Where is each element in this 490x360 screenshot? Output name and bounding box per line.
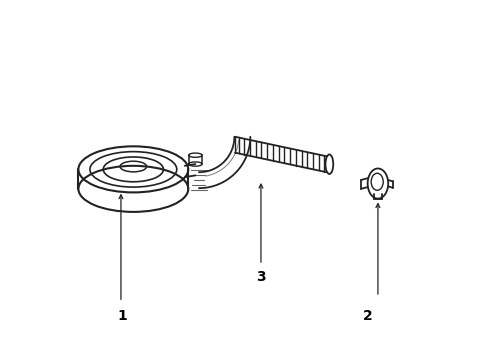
Text: 1: 1 — [118, 310, 127, 324]
Text: 3: 3 — [256, 270, 266, 284]
Text: 2: 2 — [363, 310, 372, 324]
